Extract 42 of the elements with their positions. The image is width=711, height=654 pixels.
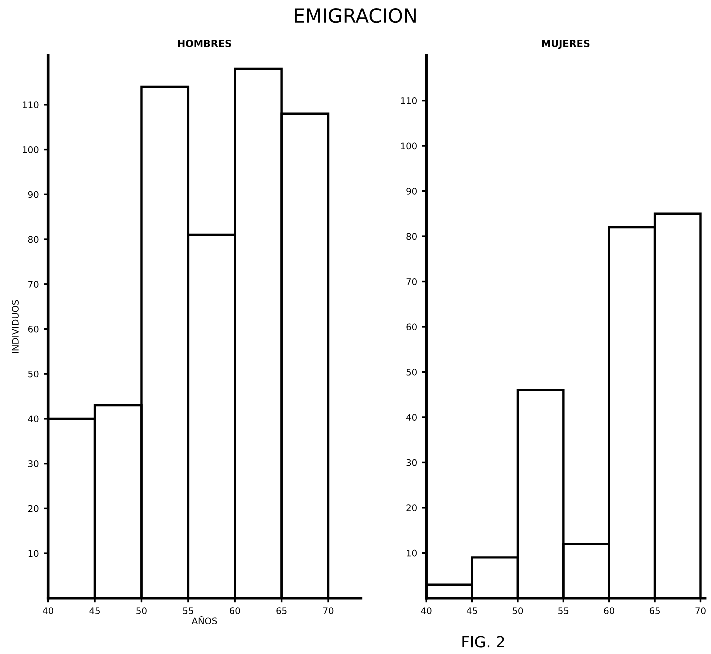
x-tick-label: 55 bbox=[558, 608, 569, 614]
chart-subtitle: MUJERES bbox=[542, 40, 590, 50]
y-tick-label: 100 bbox=[401, 142, 417, 150]
y-tick-label: 40 bbox=[28, 416, 39, 423]
y-tick-label: 100 bbox=[23, 146, 39, 154]
x-tick-label: 60 bbox=[604, 608, 615, 614]
x-tick-label: 40 bbox=[43, 608, 54, 614]
y-tick-label: 50 bbox=[406, 368, 417, 376]
y-tick-label: 30 bbox=[406, 459, 417, 466]
y-tick-label: 40 bbox=[406, 414, 417, 422]
y-tick-label: 20 bbox=[406, 504, 417, 512]
x-tick-label: 50 bbox=[136, 608, 147, 614]
chart-subtitle: HOMBRES bbox=[178, 40, 232, 48]
x-tick-label: 65 bbox=[650, 608, 660, 614]
x-tick-label: 70 bbox=[696, 608, 706, 614]
y-tick-label: 70 bbox=[28, 281, 39, 288]
y-tick-label: 70 bbox=[406, 278, 417, 286]
x-tick-label: 60 bbox=[230, 608, 240, 614]
y-tick-label: 110 bbox=[23, 102, 39, 108]
y-tick-label: 30 bbox=[28, 460, 39, 468]
x-tick-label: 70 bbox=[324, 608, 334, 614]
y-tick-label: 110 bbox=[401, 98, 417, 104]
x-tick-label: 40 bbox=[421, 608, 432, 614]
y-tick-label: 90 bbox=[28, 191, 39, 198]
y-tick-label: 60 bbox=[406, 324, 417, 331]
x-tick-label: 50 bbox=[512, 608, 524, 614]
chart-title: EMIGRACION bbox=[295, 8, 416, 24]
y-tick-label: 60 bbox=[28, 326, 39, 333]
x-tick-label: 45 bbox=[466, 608, 478, 614]
x-axis-title: AÑOS bbox=[192, 616, 218, 625]
x-tick-label: 65 bbox=[276, 608, 287, 614]
y-tick-label: 90 bbox=[406, 188, 417, 195]
caption: FIG. 2 bbox=[462, 636, 504, 648]
y-tick-label: 10 bbox=[407, 550, 417, 557]
y-axis-title: INDIVIDUOS bbox=[12, 300, 19, 354]
y-tick-label: 80 bbox=[28, 236, 39, 244]
y-tick-label: 10 bbox=[28, 550, 39, 558]
y-tick-label: 50 bbox=[28, 370, 39, 378]
x-tick-label: 55 bbox=[183, 608, 194, 614]
y-tick-label: 20 bbox=[28, 505, 39, 512]
y-tick-label: 80 bbox=[406, 233, 417, 240]
x-tick-label: 45 bbox=[90, 608, 100, 614]
